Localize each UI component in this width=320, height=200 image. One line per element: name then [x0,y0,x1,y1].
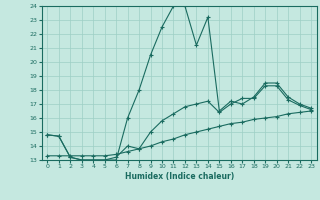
X-axis label: Humidex (Indice chaleur): Humidex (Indice chaleur) [124,172,234,181]
